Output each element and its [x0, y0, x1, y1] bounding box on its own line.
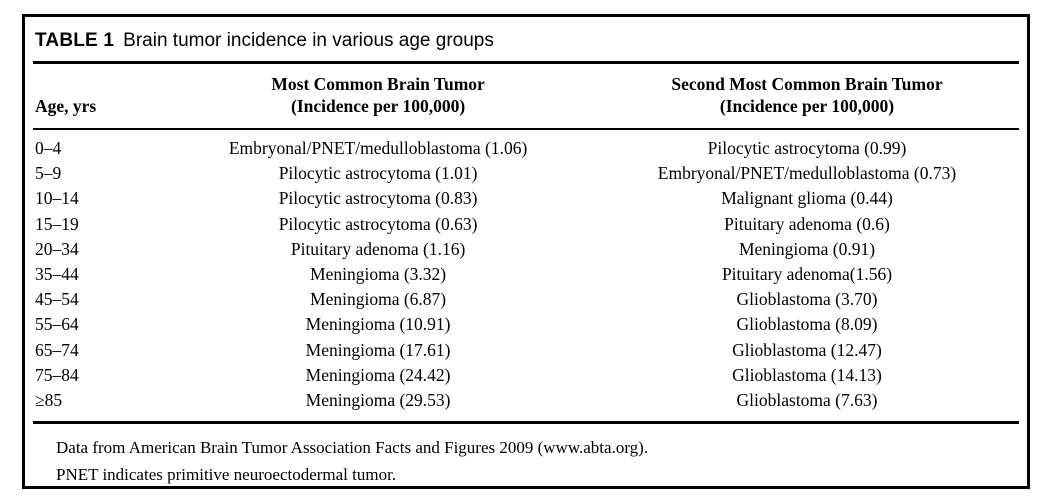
- column-header-second-most-common: Second Most Common Brain Tumor (Incidenc…: [595, 64, 1019, 130]
- age-cell: 35–44: [35, 264, 79, 285]
- table-row: 55–64 Meningioma (10.91) Glioblastoma (8…: [33, 312, 1019, 337]
- second-most-common-cell: Pituitary adenoma(1.56): [721, 264, 893, 285]
- second-most-common-cell: Glioblastoma (3.70): [736, 289, 878, 310]
- most-common-cell: Meningioma (3.32): [310, 264, 447, 285]
- most-common-cell: Pilocytic astrocytoma (0.83): [278, 188, 478, 209]
- footnote-source: Data from American Brain Tumor Associati…: [56, 438, 649, 458]
- most-common-cell: Pilocytic astrocytoma (1.01): [278, 163, 478, 184]
- age-cell: 45–54: [35, 289, 79, 310]
- table-row: 0–4 Embryonal/PNET/medulloblastoma (1.06…: [33, 129, 1019, 161]
- age-cell: 75–84: [35, 364, 79, 385]
- age-cell: 15–19: [35, 213, 79, 234]
- second-most-common-cell: Embryonal/PNET/medulloblastoma (0.73): [657, 163, 957, 184]
- table-number-label: TABLE 1: [35, 30, 115, 51]
- second-most-common-cell: Glioblastoma (7.63): [736, 390, 878, 411]
- table-row: 65–74 Meningioma (17.61) Glioblastoma (1…: [33, 338, 1019, 363]
- incidence-table: Age, yrs Most Common Brain Tumor (Incide…: [33, 64, 1019, 421]
- footnotes: Data from American Brain Tumor Associati…: [33, 424, 1019, 488]
- table-row: 75–84 Meningioma (24.42) Glioblastoma (1…: [33, 363, 1019, 388]
- table-row: 15–19 Pilocytic astrocytoma (0.63) Pitui…: [33, 212, 1019, 237]
- table-row: 20–34 Pituitary adenoma (1.16) Meningiom…: [33, 237, 1019, 262]
- table-header: Age, yrs Most Common Brain Tumor (Incide…: [33, 64, 1019, 130]
- second-most-common-header-line1: Second Most Common Brain Tumor: [671, 74, 943, 94]
- age-cell: 20–34: [35, 238, 79, 259]
- age-header-label: Age, yrs: [35, 96, 97, 116]
- column-header-most-common: Most Common Brain Tumor (Incidence per 1…: [161, 64, 595, 130]
- most-common-cell: Pituitary adenoma (1.16): [290, 238, 466, 259]
- second-most-common-cell: Glioblastoma (14.13): [732, 364, 882, 385]
- second-most-common-cell: Malignant glioma (0.44): [721, 188, 893, 209]
- most-common-cell: Meningioma (29.53): [305, 390, 451, 411]
- age-cell: 55–64: [35, 314, 79, 335]
- most-common-cell: Meningioma (24.42): [305, 364, 451, 385]
- most-common-header-line2: (Incidence per 100,000): [291, 96, 466, 116]
- age-cell: 65–74: [35, 339, 79, 360]
- column-header-age: Age, yrs: [33, 64, 162, 130]
- second-most-common-cell: Pituitary adenoma (0.6): [724, 213, 890, 234]
- second-most-common-cell: Glioblastoma (8.09): [736, 314, 878, 335]
- second-most-common-header-line2: (Incidence per 100,000): [719, 96, 895, 116]
- most-common-cell: Meningioma (10.91): [305, 314, 451, 335]
- table-figure: TABLE 1 Brain tumor incidence in various …: [22, 14, 1030, 489]
- table-row: 35–44 Meningioma (3.32) Pituitary adenom…: [33, 262, 1019, 287]
- age-cell: ≥85: [35, 390, 63, 411]
- second-most-common-cell: Pilocytic astrocytoma (0.99): [707, 138, 907, 158]
- table-title: TABLE 1 Brain tumor incidence in various …: [33, 17, 1019, 64]
- table-caption: Brain tumor incidence in various age gro…: [123, 30, 494, 51]
- footer-rule: [33, 421, 1019, 425]
- table-body: 0–4 Embryonal/PNET/medulloblastoma (1.06…: [33, 129, 1019, 421]
- most-common-cell: Embryonal/PNET/medulloblastoma (1.06): [228, 138, 528, 158]
- table-row: 5–9 Pilocytic astrocytoma (1.01) Embryon…: [33, 161, 1019, 186]
- age-cell: 5–9: [35, 163, 62, 184]
- age-cell: 0–4: [35, 138, 62, 158]
- most-common-cell: Meningioma (6.87): [310, 289, 447, 310]
- age-cell: 10–14: [35, 188, 79, 209]
- footnote-abbreviation: PNET indicates primitive neuroectodermal…: [56, 465, 397, 485]
- most-common-header-line1: Most Common Brain Tumor: [271, 74, 485, 94]
- second-most-common-cell: Meningioma (0.91): [738, 238, 876, 259]
- most-common-cell: Meningioma (17.61): [305, 339, 451, 360]
- most-common-cell: Pilocytic astrocytoma (0.63): [278, 213, 478, 234]
- table-row: 45–54 Meningioma (6.87) Glioblastoma (3.…: [33, 287, 1019, 312]
- second-most-common-cell: Glioblastoma (12.47): [732, 339, 882, 360]
- table-row: 10–14 Pilocytic astrocytoma (0.83) Malig…: [33, 186, 1019, 211]
- header-row: Age, yrs Most Common Brain Tumor (Incide…: [33, 64, 1019, 130]
- table-row: ≥85 Meningioma (29.53) Glioblastoma (7.6…: [33, 388, 1019, 421]
- figure-inner: TABLE 1 Brain tumor incidence in various …: [25, 17, 1027, 488]
